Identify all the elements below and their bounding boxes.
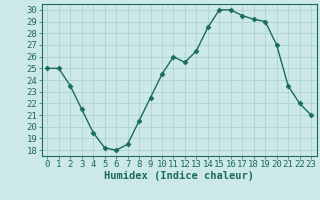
X-axis label: Humidex (Indice chaleur): Humidex (Indice chaleur) <box>104 171 254 181</box>
